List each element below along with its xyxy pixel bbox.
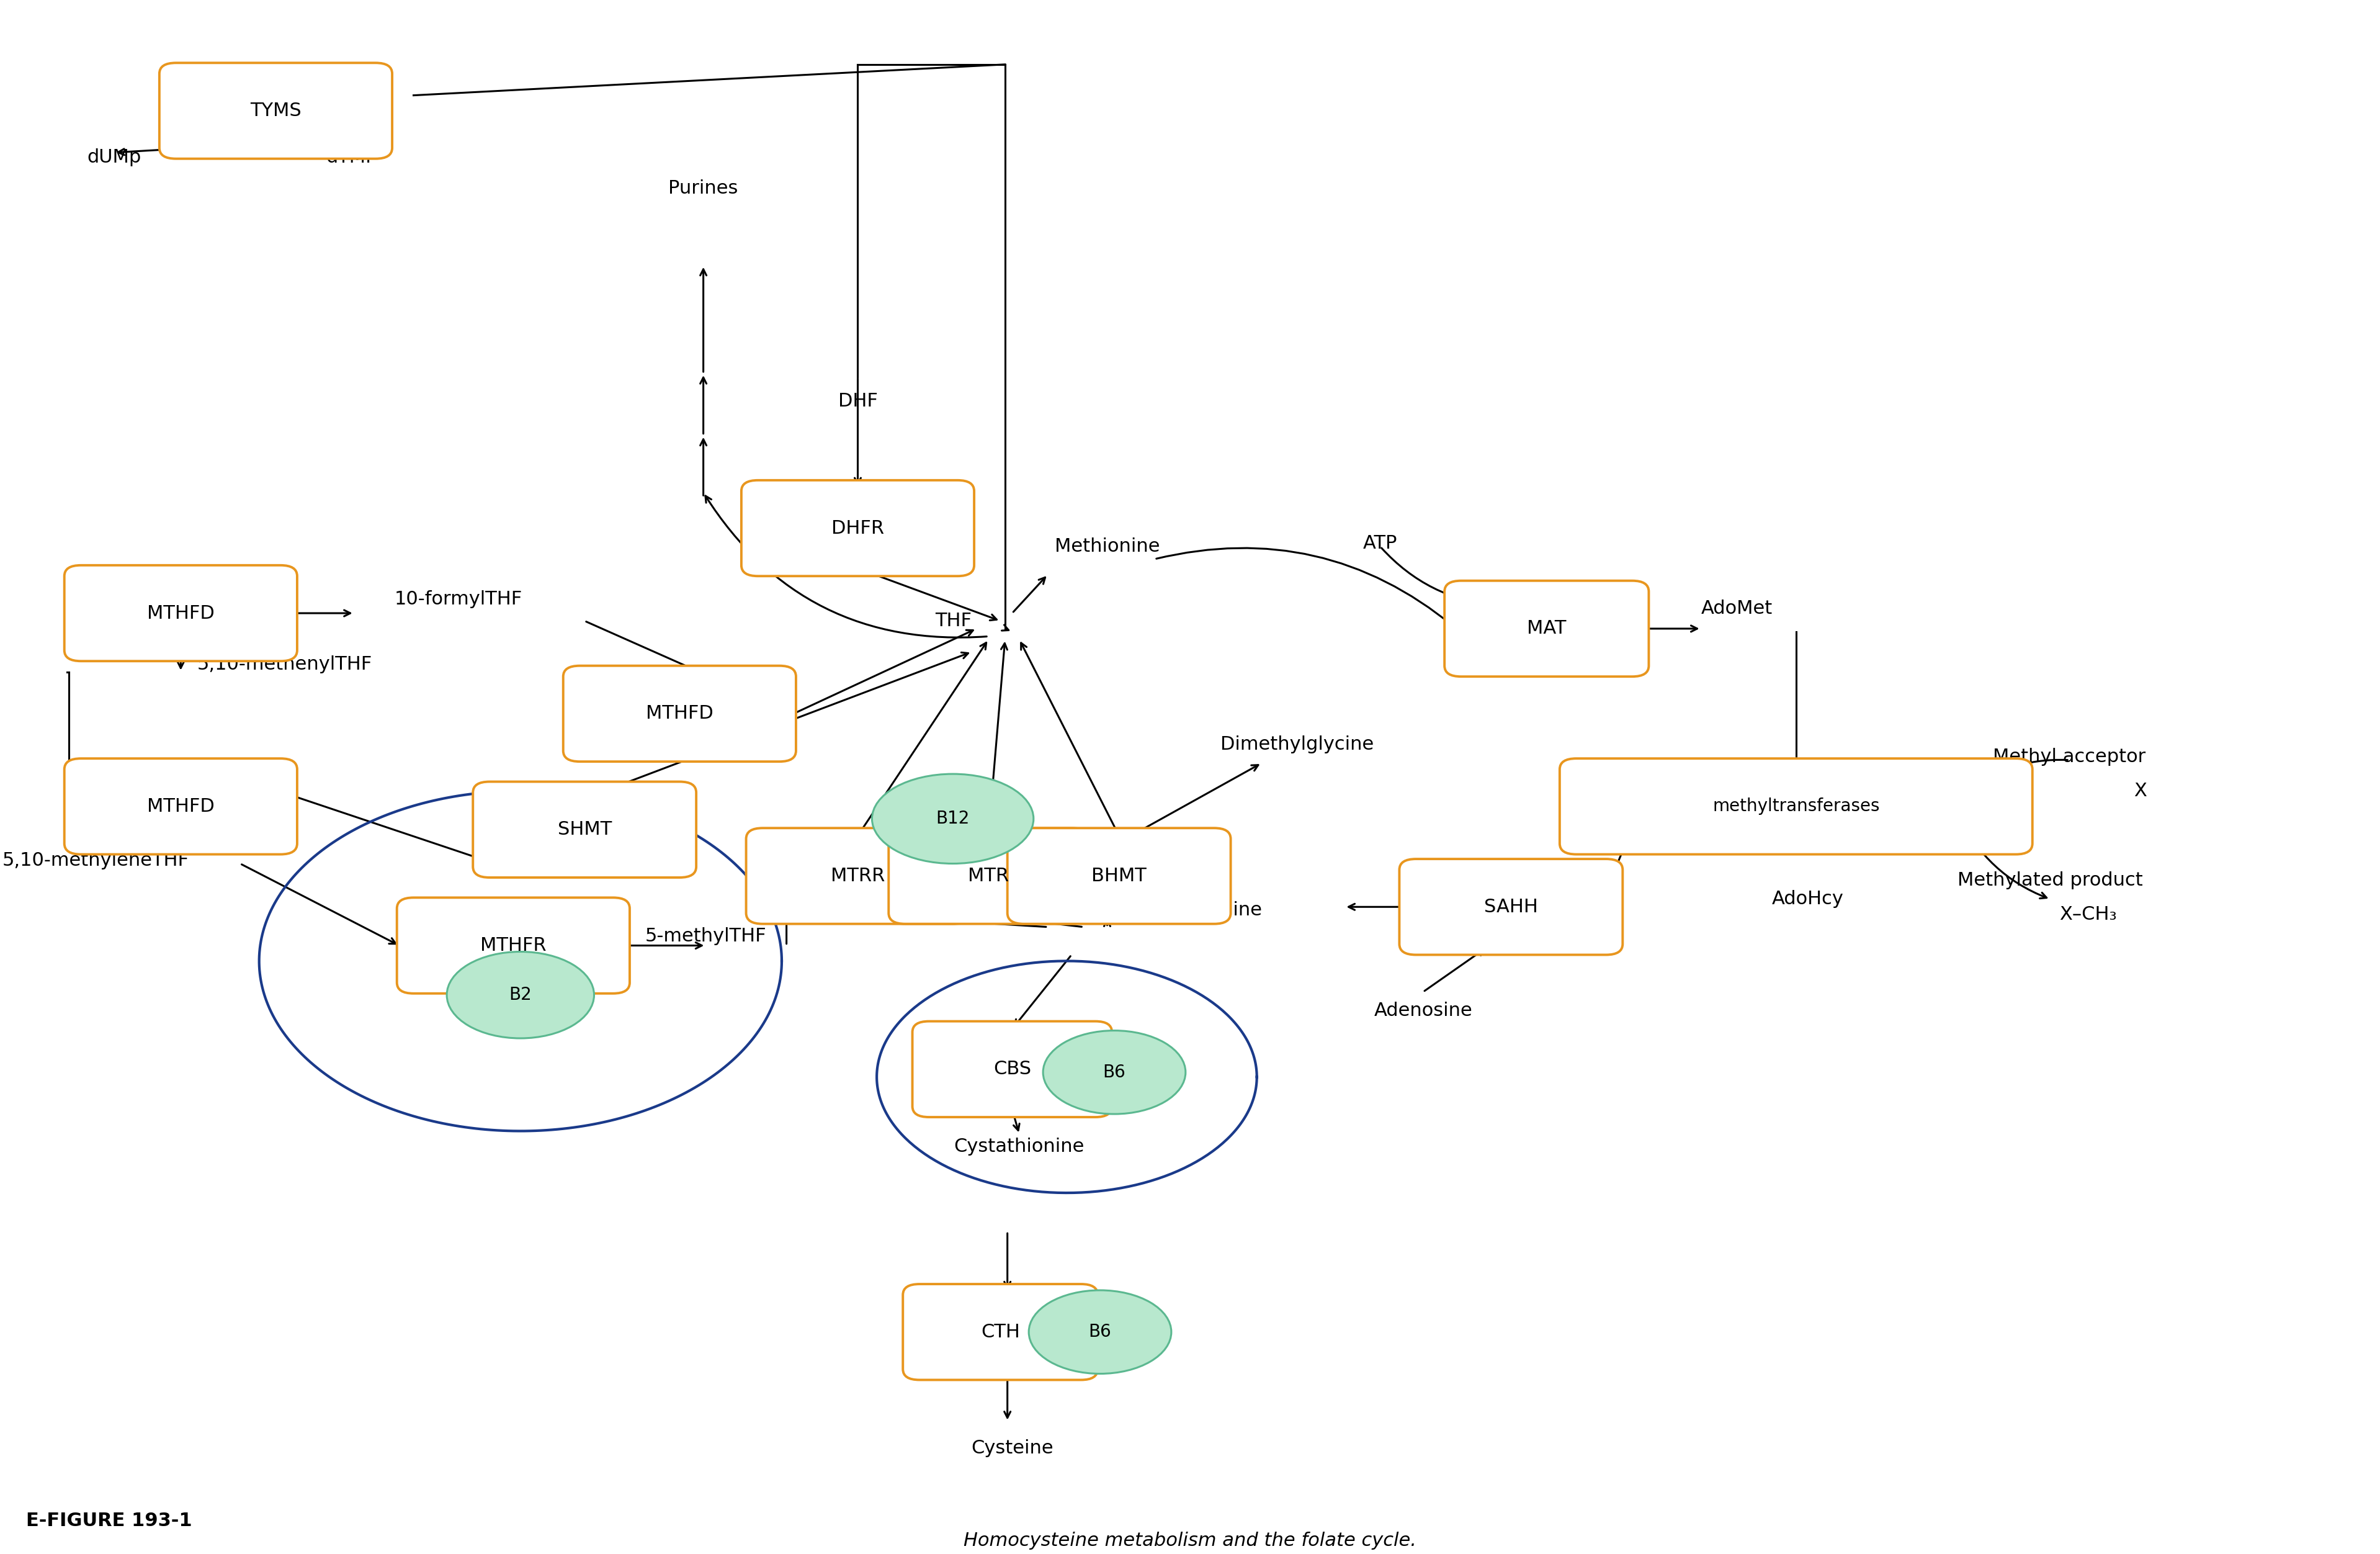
Text: dUMp: dUMp [88, 148, 140, 166]
Text: E-FIGURE 193-1: E-FIGURE 193-1 [26, 1512, 193, 1529]
Text: BHMT: BHMT [1092, 867, 1147, 884]
Text: MTR: MTR [969, 867, 1009, 884]
Text: B6: B6 [1102, 1063, 1126, 1082]
Text: 5-methylTHF: 5-methylTHF [645, 928, 766, 945]
Text: 5,10-methyleneTHF: 5,10-methyleneTHF [2, 852, 190, 870]
FancyBboxPatch shape [64, 758, 298, 855]
Text: dTMP: dTMP [326, 148, 378, 166]
Text: DHF: DHF [838, 393, 878, 410]
Text: 5,10-methenylTHF: 5,10-methenylTHF [198, 656, 371, 673]
FancyBboxPatch shape [902, 1284, 1097, 1380]
FancyBboxPatch shape [474, 782, 695, 878]
Text: Homocysteine metabolism and the folate cycle.: Homocysteine metabolism and the folate c… [964, 1532, 1416, 1549]
Text: ATP: ATP [1364, 535, 1397, 553]
Text: MTHFD: MTHFD [148, 797, 214, 816]
Text: Methionine: Methionine [1054, 538, 1159, 556]
Text: Cystathionine: Cystathionine [954, 1138, 1085, 1156]
Text: SAHH: SAHH [1483, 898, 1537, 915]
FancyBboxPatch shape [159, 62, 393, 159]
FancyBboxPatch shape [888, 828, 1088, 925]
Ellipse shape [447, 951, 595, 1038]
Text: TYMS: TYMS [250, 103, 302, 120]
Text: Dimethylglycine: Dimethylglycine [1221, 735, 1373, 754]
Text: B2: B2 [509, 987, 531, 1004]
Text: Homocysteine: Homocysteine [921, 901, 1057, 918]
Text: B12: B12 [935, 810, 969, 827]
Text: AdoMet: AdoMet [1699, 600, 1773, 617]
Text: CTH: CTH [981, 1322, 1019, 1341]
FancyBboxPatch shape [912, 1021, 1111, 1117]
Text: Methylated product: Methylated product [1956, 872, 2142, 889]
Text: Cysteine: Cysteine [971, 1439, 1052, 1458]
Text: DHFR: DHFR [831, 519, 883, 538]
Text: X: X [2132, 782, 2147, 800]
Text: THF: THF [935, 612, 971, 629]
Ellipse shape [1028, 1290, 1171, 1374]
FancyBboxPatch shape [1399, 859, 1623, 954]
Ellipse shape [1042, 1030, 1185, 1114]
FancyBboxPatch shape [1007, 828, 1230, 925]
Text: B6: B6 [1088, 1324, 1111, 1341]
Text: Adenosine: Adenosine [1373, 1001, 1471, 1019]
FancyBboxPatch shape [564, 665, 795, 761]
Text: CBS: CBS [992, 1060, 1031, 1078]
Text: methyltransferases: methyltransferases [1711, 797, 1880, 816]
Text: MTHFD: MTHFD [148, 605, 214, 622]
Text: 10-formylTHF: 10-formylTHF [395, 591, 524, 608]
Ellipse shape [871, 774, 1033, 864]
Text: MTHFD: MTHFD [645, 704, 714, 723]
Text: Betaine: Betaine [1190, 901, 1261, 918]
FancyBboxPatch shape [745, 828, 969, 925]
FancyBboxPatch shape [1445, 581, 1649, 676]
FancyBboxPatch shape [740, 480, 973, 577]
Text: Purines: Purines [669, 179, 738, 197]
FancyBboxPatch shape [1559, 758, 2033, 855]
Text: SHMT: SHMT [557, 821, 612, 839]
Text: MTHFR: MTHFR [481, 937, 547, 954]
Text: MTRR: MTRR [831, 867, 885, 884]
Text: Methyl acceptor: Methyl acceptor [1992, 747, 2144, 766]
FancyBboxPatch shape [64, 566, 298, 660]
FancyBboxPatch shape [397, 898, 631, 993]
Text: AdoHcy: AdoHcy [1771, 890, 1845, 908]
Text: MAT: MAT [1526, 620, 1566, 637]
Text: X–CH₃: X–CH₃ [2059, 906, 2116, 923]
